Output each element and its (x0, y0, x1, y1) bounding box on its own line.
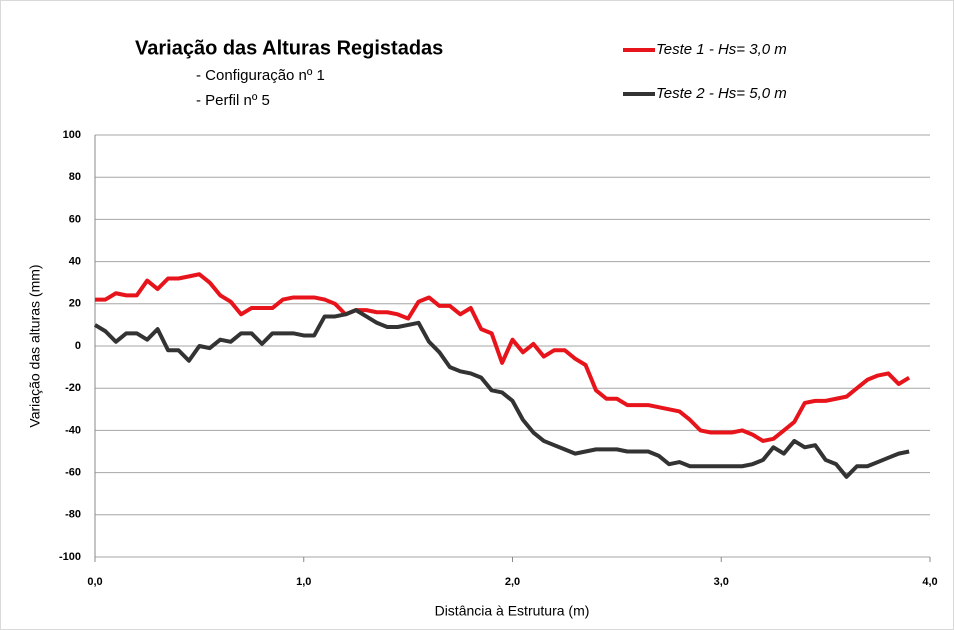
x-tick-label: 0,0 (87, 576, 102, 588)
data-line (93, 308, 910, 479)
subtitle: - Perfil nº 5 (196, 92, 270, 109)
y-tick-label: 0 (75, 340, 81, 352)
legend-label: Teste 1 - Hs= 3,0 m (656, 41, 787, 58)
x-tick-label: 2,0 (505, 576, 520, 588)
y-tick-label: -60 (65, 467, 81, 479)
data-line (95, 272, 911, 443)
y-tick-label: 60 (69, 213, 81, 225)
y-tick-label: 20 (69, 298, 81, 310)
chart-title: Variação das Alturas Registadas (135, 37, 443, 59)
y-axis-label: Variação das alturas (mm) (27, 264, 43, 427)
x-tick-label: 1,0 (296, 576, 311, 588)
y-tick-label: -20 (65, 382, 81, 394)
y-tick-label: 40 (69, 256, 81, 268)
x-tick-label: 4,0 (922, 576, 937, 588)
y-tick-label: -100 (59, 551, 81, 563)
y-tick-label: -40 (65, 424, 81, 436)
y-tick-label: -80 (65, 509, 81, 521)
y-tick-label: 80 (69, 171, 81, 183)
subtitle: - Configuração nº 1 (196, 67, 325, 84)
x-tick-label: 3,0 (714, 576, 729, 588)
x-axis-label: Distância à Estrutura (m) (435, 603, 590, 619)
legend-label: Teste 2 - Hs= 5,0 m (656, 85, 787, 102)
y-tick-label: 100 (63, 129, 81, 141)
